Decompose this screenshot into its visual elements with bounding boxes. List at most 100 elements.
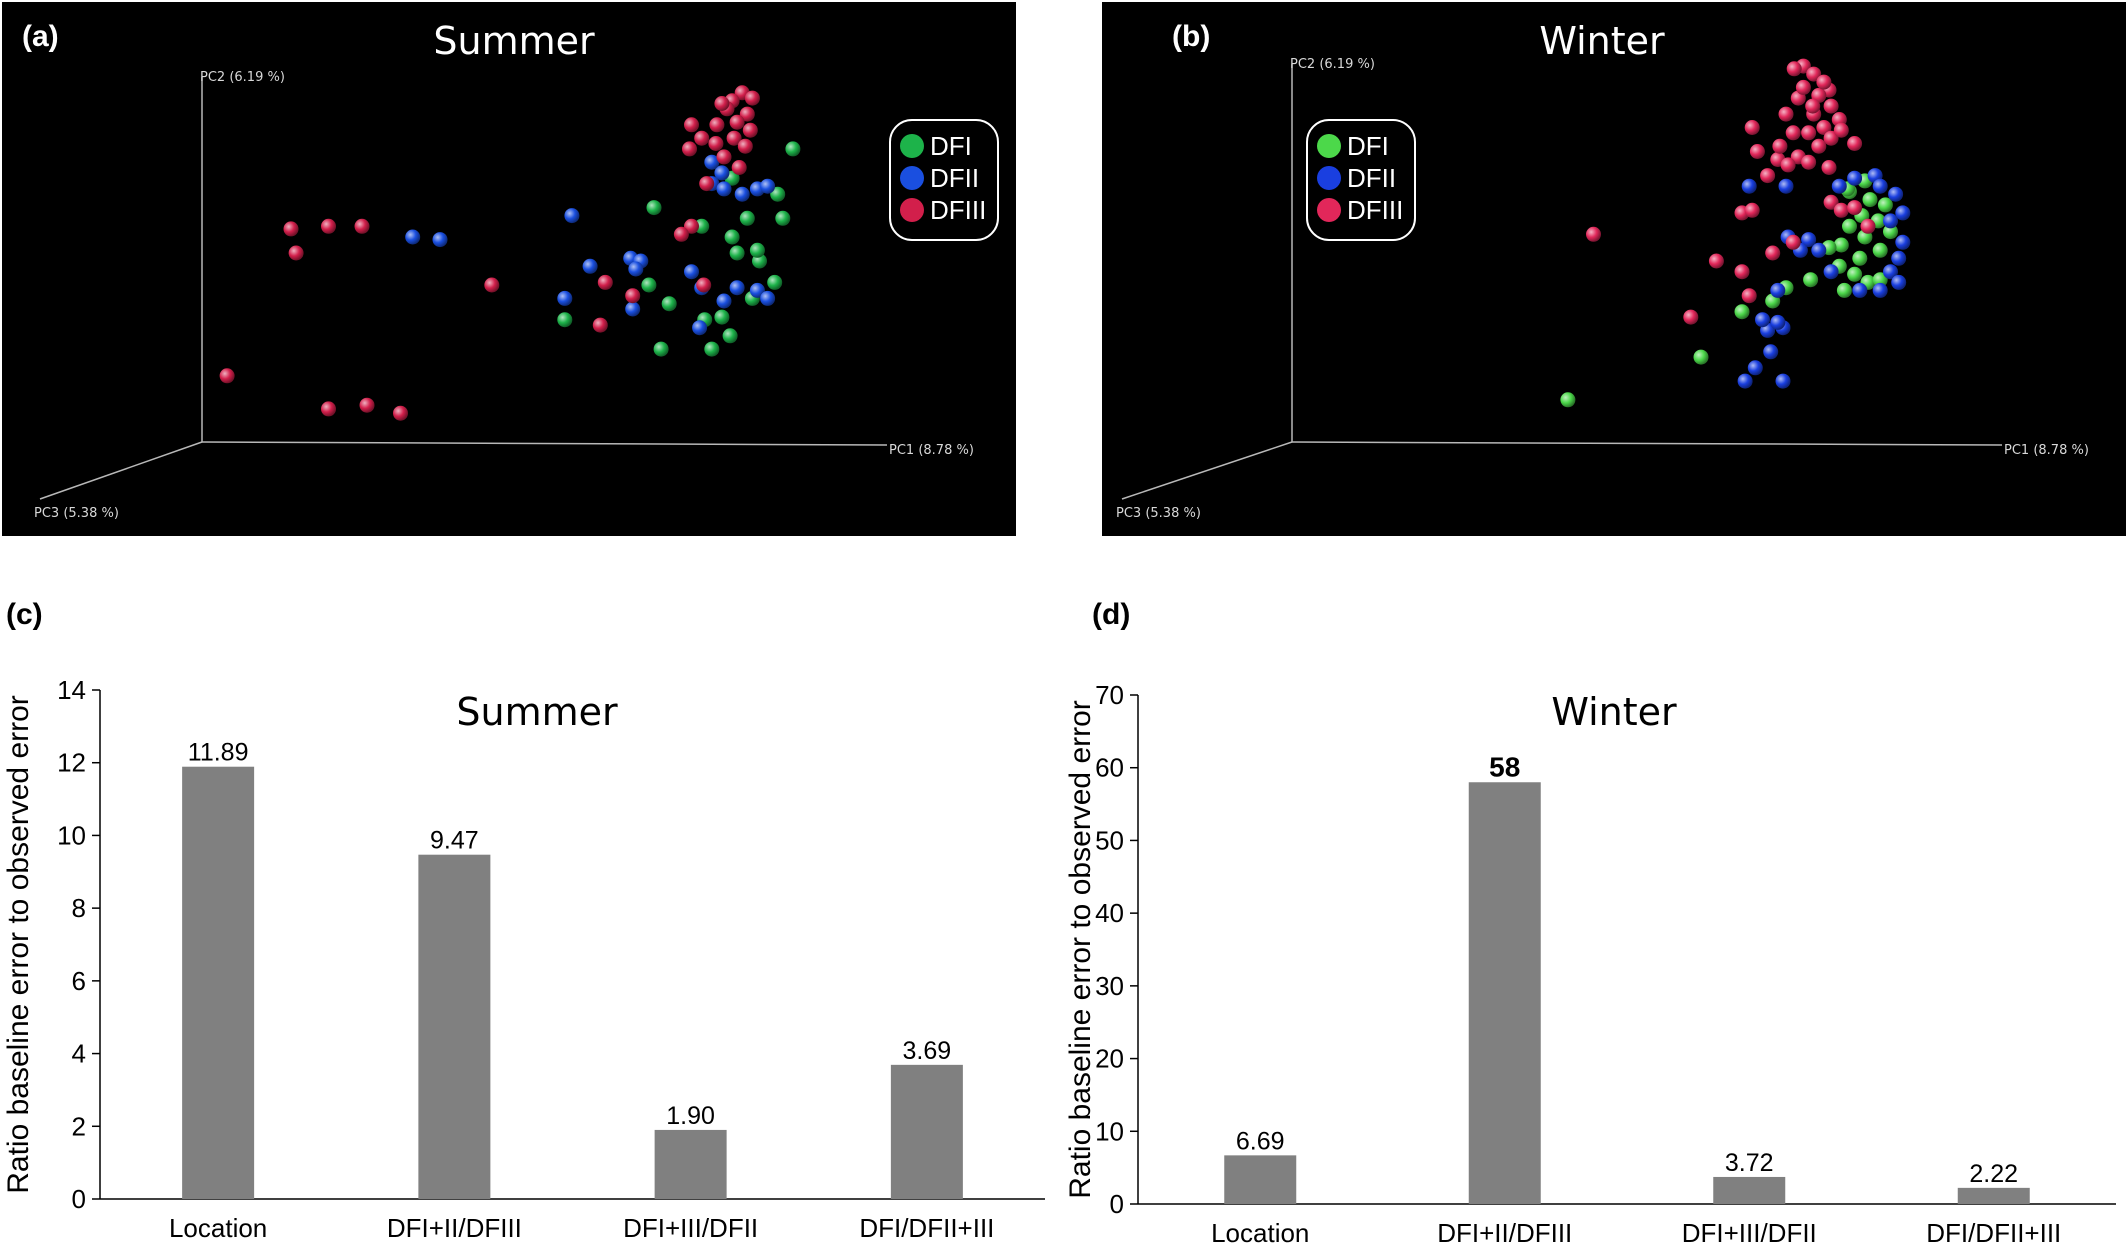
point-dfii-1 <box>716 181 732 197</box>
point-dfiii-7 <box>709 117 725 133</box>
point-dfii-20 <box>405 229 421 245</box>
pc3-axis-line <box>1121 441 1293 500</box>
point-dfiii-17 <box>1749 144 1765 159</box>
point-dfii-12 <box>1852 282 1868 298</box>
point-dfiii-31 <box>1785 234 1801 250</box>
point-dfi-17 <box>646 200 662 216</box>
point-dfiii-8 <box>726 130 742 146</box>
point-dfiii-4 <box>739 106 755 122</box>
legend-label-dfiii: DFIII <box>930 195 986 225</box>
y-tick-label: 50 <box>1095 825 1124 855</box>
point-dfii-16 <box>760 290 776 306</box>
point-dfiii-12 <box>1847 136 1863 151</box>
point-dfiii-10 <box>716 149 732 165</box>
pc2-axis-label: PC2 (6.19 %) <box>1290 57 1375 72</box>
point-dfi-22 <box>1693 349 1709 365</box>
point-dfi-9 <box>1833 237 1849 253</box>
point-dfiii-22 <box>592 317 608 333</box>
point-dfiii-20 <box>597 274 613 290</box>
point-dfiii-19 <box>673 226 689 242</box>
point-dfiii-23 <box>696 277 712 293</box>
legend-box <box>889 119 999 241</box>
point-dfiii-27 <box>288 245 304 261</box>
y-tick-label: 0 <box>1110 1189 1124 1219</box>
data-label-0: 6.69 <box>1236 1127 1285 1155</box>
point-dfi-23 <box>1560 392 1576 408</box>
point-dfii-2 <box>734 186 750 202</box>
point-dfii-17 <box>625 301 641 317</box>
point-dfi-18 <box>661 296 677 312</box>
point-dfi-0 <box>785 141 801 157</box>
point-dfiii-11 <box>1823 130 1839 146</box>
y-tick-label: 12 <box>57 748 86 778</box>
y-tick-label: 2 <box>72 1111 86 1141</box>
point-dfi-13 <box>1847 266 1863 282</box>
point-dfii-19 <box>628 261 644 277</box>
point-dfiii-25 <box>1805 98 1821 114</box>
legend-label-dfiii: DFIII <box>1347 195 1403 225</box>
point-dfiii-36 <box>1586 226 1601 242</box>
point-dfiii-18 <box>1744 120 1760 135</box>
point-dfiii-17 <box>699 176 715 192</box>
point-dfi-6 <box>1842 218 1857 234</box>
bar-2 <box>654 1129 727 1199</box>
point-dfii-5 <box>714 165 730 181</box>
point-dfi-1 <box>770 186 786 202</box>
point-dfiii-14 <box>714 96 730 111</box>
point-dfiii-13 <box>682 141 697 157</box>
point-dfiii-26 <box>1833 122 1849 138</box>
point-dfii-3 <box>1872 178 1888 194</box>
point-dfii-6 <box>1883 213 1898 229</box>
point-dfii-14 <box>749 282 765 298</box>
point-dfiii-5 <box>1823 98 1839 114</box>
y-axis-label: Ratio baseline error to observed error <box>2 695 35 1194</box>
point-dfi-8 <box>714 309 730 325</box>
point-dfiii-23 <box>1795 79 1811 95</box>
point-dfiii-1 <box>1806 66 1822 82</box>
point-dfiii-28 <box>484 277 500 293</box>
point-dfii-9 <box>1883 264 1898 280</box>
y-tick-label: 10 <box>1095 1116 1124 1146</box>
point-dfi-9 <box>722 328 738 344</box>
x-tick-label-2: DFI+III/DFII <box>623 1213 758 1243</box>
point-dfiii-28 <box>1780 157 1796 173</box>
point-dfii-21 <box>1763 344 1779 360</box>
legend-label-dfi: DFI <box>1347 131 1389 161</box>
point-dfi-16 <box>729 245 745 261</box>
x-tick-label-1: DFI+II/DFIII <box>387 1213 522 1243</box>
point-dfiii-10 <box>1785 125 1801 141</box>
y-tick-label: 20 <box>1095 1044 1124 1074</box>
panel-label-a: (a) <box>22 20 59 53</box>
point-dfii-24 <box>1737 373 1753 389</box>
point-dfiii-30 <box>321 401 336 417</box>
legend-swatch-dfii <box>1317 166 1341 190</box>
point-dfii-5 <box>1895 205 1911 221</box>
point-dfi-3 <box>1877 197 1893 213</box>
point-dfiii-6 <box>742 122 758 138</box>
x-tick-label-0: Location <box>1211 1218 1309 1248</box>
point-dfii-2 <box>1888 186 1904 202</box>
point-dfii-18 <box>1770 282 1786 298</box>
pcoa-panel-winter: (b) PC2 (6.19 %) PC1 (8.78 %) PC3 (5.38 %)… <box>1102 2 2126 536</box>
y-tick-label: 0 <box>72 1184 86 1214</box>
y-tick-label: 6 <box>72 966 86 996</box>
pc3-axis-label: PC3 (5.38 %) <box>1116 506 1201 521</box>
legend-label-dfi: DFI <box>930 131 972 161</box>
point-dfii-25 <box>1770 314 1786 330</box>
point-dfii-28 <box>1778 178 1794 194</box>
legend-swatch-dfi <box>900 134 924 158</box>
point-dfii-8 <box>1891 250 1907 266</box>
bar-1 <box>418 854 491 1199</box>
y-tick-label: 8 <box>72 893 86 923</box>
bar-chart-summer: 0 2 4 6 8 10 12 14 11.89 Location 9.47 DFI+II/DFIII… <box>2 675 1045 1243</box>
point-dfiii-32 <box>1765 245 1781 261</box>
point-dfiii-16 <box>708 136 724 151</box>
pcoa-title: Winter <box>1539 19 1665 63</box>
pcoa-plot-summer: PC2 (6.19 %) PC1 (8.78 %) PC3 (5.38 %) Summ… <box>34 19 999 521</box>
pc1-axis-label: PC1 (8.78 %) <box>889 443 974 458</box>
point-dfii-7 <box>1895 234 1911 250</box>
point-dfi-10 <box>1872 242 1888 258</box>
legend-label-dfii: DFII <box>1347 163 1396 193</box>
point-dfi-11 <box>704 341 720 357</box>
point-dfiii-31 <box>359 397 375 413</box>
